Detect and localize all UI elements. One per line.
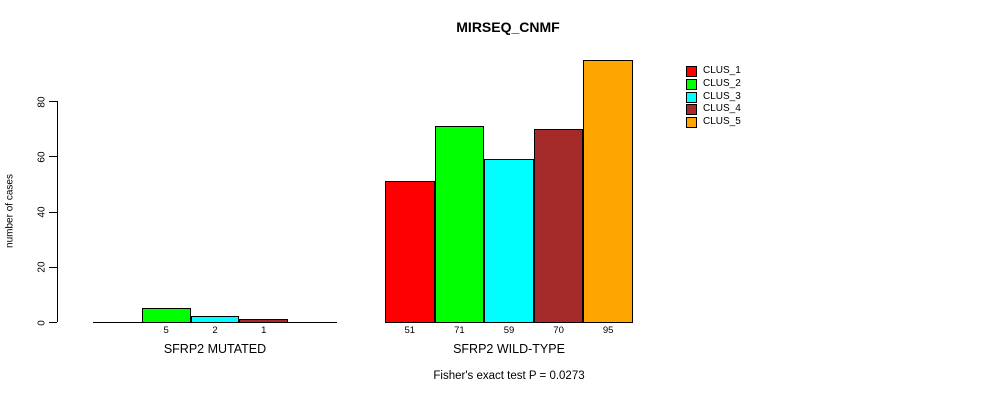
bar-clus_3-wild-type <box>484 159 534 323</box>
bar-value-label: 2 <box>212 325 218 336</box>
y-axis-tick-label: 0 <box>36 319 48 326</box>
y-axis-tick <box>49 322 57 323</box>
legend-swatch-clus_3 <box>686 91 697 103</box>
y-axis-tick-label: 20 <box>36 261 48 273</box>
y-axis-tick-label: 60 <box>36 151 48 163</box>
group-label-mutated: SFRP2 MUTATED <box>163 342 267 356</box>
legend-swatch-clus_5 <box>686 117 697 129</box>
legend-swatch-clus_2 <box>686 78 697 90</box>
bar-value-label: 59 <box>503 325 515 336</box>
y-axis-tick-label: 80 <box>36 95 48 108</box>
legend-label-clus_5: CLUS_5 <box>703 116 741 128</box>
group-label-wild-type: SFRP2 WILD-TYPE <box>453 342 565 356</box>
y-axis-tick <box>49 101 57 102</box>
bar-clus_1-wild-type <box>385 181 435 323</box>
bar-value-label: 70 <box>553 325 564 336</box>
y-axis-title: number of cases <box>4 174 16 248</box>
legend-swatch-clus_4 <box>686 104 697 116</box>
y-axis-tick <box>49 211 57 213</box>
y-axis-tick <box>49 266 57 268</box>
legend-label-clus_4: CLUS_4 <box>703 103 741 115</box>
bar-value-label: 51 <box>404 325 416 336</box>
bar-clus_3-mutated <box>190 316 240 323</box>
bar-value-label: 5 <box>163 325 169 336</box>
bar-clus_4-wild-type <box>533 128 584 323</box>
bar-value-label: 1 <box>261 325 267 336</box>
legend-label-clus_2: CLUS_2 <box>703 77 741 89</box>
chart-title: MIRSEQ_CNMF <box>456 19 560 35</box>
bar-clus_4-mutated <box>239 319 289 323</box>
bar-clus_5-wild-type <box>583 59 633 323</box>
bar-clus_2-wild-type <box>434 125 485 323</box>
y-axis-line <box>57 101 58 322</box>
legend-label-clus_3: CLUS_3 <box>703 90 741 102</box>
y-axis-tick-label: 40 <box>36 206 48 218</box>
bar-clus_2-mutated <box>141 308 191 323</box>
y-axis-tick <box>49 156 57 158</box>
bar-value-label: 71 <box>454 325 465 336</box>
fisher-test-annotation: Fisher's exact test P = 0.0273 <box>433 370 585 382</box>
legend-label-clus_1: CLUS_1 <box>703 65 741 76</box>
bar-value-label: 95 <box>602 325 614 336</box>
legend-swatch-clus_1 <box>686 66 697 77</box>
